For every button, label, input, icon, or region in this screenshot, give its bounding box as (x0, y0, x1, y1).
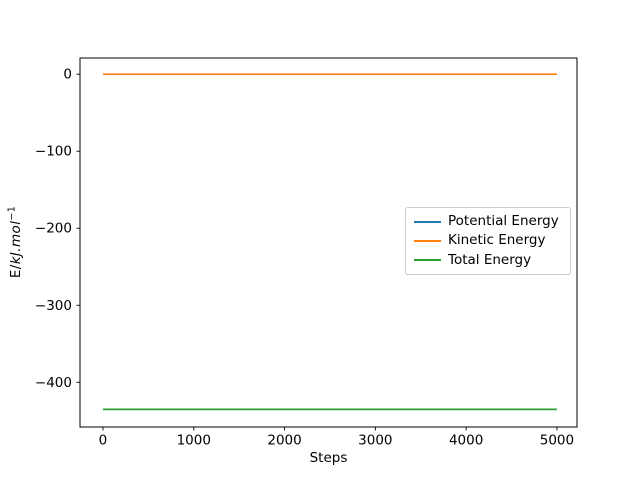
x-tick-label: 3000 (358, 433, 392, 449)
legend-label: Potential Energy (448, 212, 559, 229)
legend-label: Kinetic Energy (448, 232, 546, 249)
y-axis-label-prefix: E/ (7, 264, 24, 279)
legend-line-sample (414, 220, 441, 223)
x-tick-label: 1000 (177, 433, 211, 449)
legend: Potential Energy Kinetic Energy Total Ener… (405, 207, 571, 275)
y-tick-label: −200 (35, 221, 72, 237)
legend-item-potential-energy: Potential Energy (414, 212, 568, 229)
x-tick-label: 2000 (267, 433, 301, 449)
legend-item-kinetic-energy: Kinetic Energy (414, 234, 568, 248)
y-tick-label: −300 (35, 298, 72, 314)
y-tick-label: −400 (35, 375, 72, 391)
legend-line-sample (414, 239, 441, 242)
legend-label: Total Energy (448, 251, 532, 268)
y-axis-label-exponent: −1 (6, 205, 18, 221)
x-tick-label: 0 (99, 433, 108, 449)
legend-item-total-energy: Total Energy (414, 251, 568, 268)
legend-line-sample (414, 259, 441, 262)
y-tick-label: 0 (63, 67, 72, 83)
axes-spines (79, 57, 578, 428)
y-axis-label: E/kJ.mol−1 (6, 206, 24, 278)
y-tick-label: −100 (35, 144, 72, 160)
x-tick-label: 5000 (540, 433, 574, 449)
y-axis-label-unit: kJ.mol (7, 220, 24, 265)
x-tick-label: 4000 (449, 433, 483, 449)
x-axis-label: Steps (309, 450, 348, 466)
